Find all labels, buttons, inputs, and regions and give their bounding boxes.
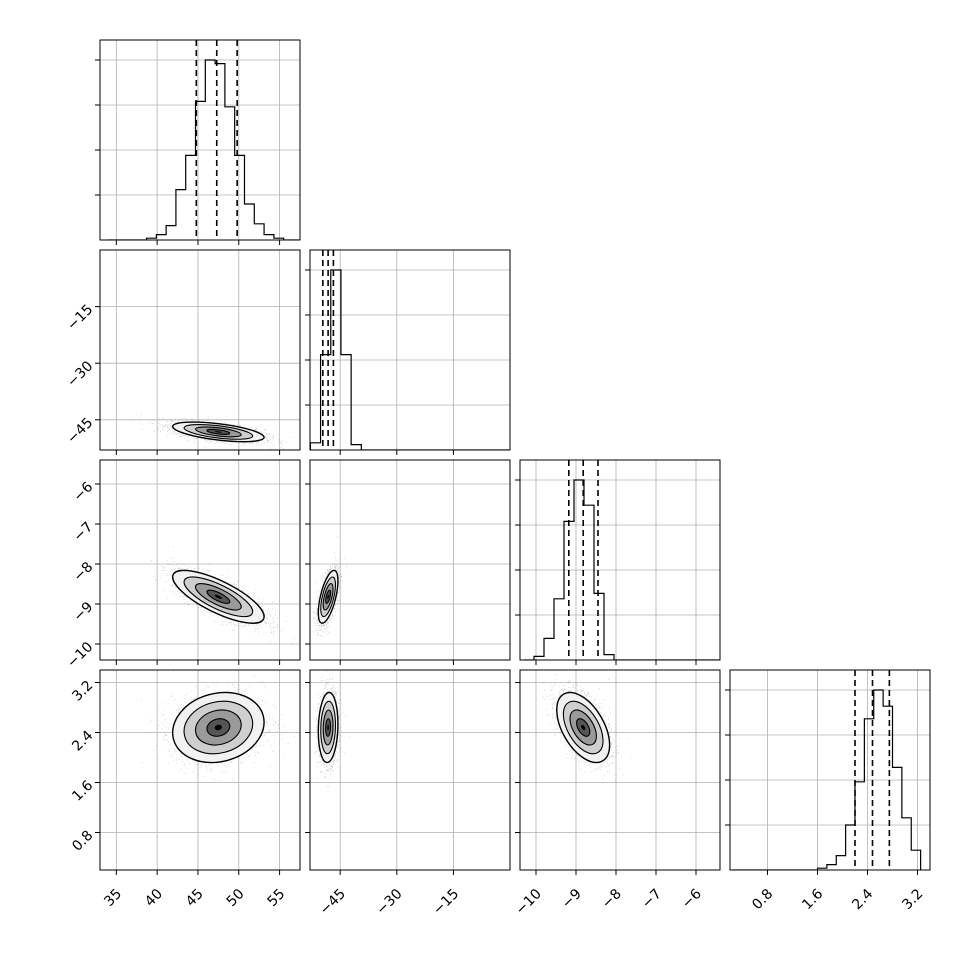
y-tick-label: −30 <box>64 358 96 390</box>
panel-2-1 <box>305 459 511 665</box>
scatter-points <box>141 671 295 784</box>
y-tick-label: −10 <box>64 639 96 671</box>
panel-2-0: −10 −9 −8 −7 −6 <box>64 459 301 671</box>
x-tick-label: 35 <box>101 886 125 910</box>
y-tick-label: 0.8 <box>69 828 96 855</box>
histogram-step <box>524 479 720 660</box>
x-tick-label: −8 <box>599 886 625 912</box>
x-tick-label: 3.2 <box>899 886 926 913</box>
contour-level <box>214 594 223 599</box>
scatter-point-cloud <box>313 670 350 788</box>
panel-frame <box>309 669 511 871</box>
x-tick-label: 1.6 <box>799 886 826 913</box>
x-tick-label: −6 <box>679 886 705 912</box>
histogram-step <box>107 59 300 240</box>
contour-level <box>327 594 329 599</box>
y-tick-label: 3.2 <box>69 678 96 705</box>
panel-2-2 <box>515 459 721 665</box>
panel-frame <box>99 39 301 241</box>
y-tick-label: 2.4 <box>69 727 96 754</box>
y-tick-label: −8 <box>70 559 96 585</box>
x-tick-label: −10 <box>513 886 545 918</box>
x-tick-label: 40 <box>142 886 166 910</box>
panel-3-0: 35 40 45 50 55 0.8 1.6 2.4 3.2 <box>69 669 301 910</box>
scatter-points <box>542 674 632 784</box>
panel-3-2: −10 −9 −8 −7 −6 <box>513 669 721 918</box>
scatter-points <box>132 414 292 450</box>
contour-level <box>581 724 586 731</box>
panel-frame <box>99 669 301 871</box>
x-tick-label: −15 <box>430 886 462 918</box>
y-tick-label: −9 <box>70 599 96 625</box>
histogram-step <box>733 689 922 870</box>
scatter-points <box>312 536 347 638</box>
x-tick-label: 2.4 <box>849 886 876 913</box>
histogram-step <box>310 269 510 450</box>
panel-frame <box>309 249 511 451</box>
panel-3-3: 0.8 1.6 2.4 3.2 <box>725 669 931 913</box>
y-tick-label: 1.6 <box>69 777 96 804</box>
panel-1-1 <box>305 249 511 455</box>
x-tick-label: −7 <box>639 886 665 912</box>
panel-frame <box>309 459 511 661</box>
contour-level <box>327 724 329 731</box>
panel-frame <box>519 459 721 661</box>
x-tick-label: −30 <box>373 886 405 918</box>
scatter-points <box>151 546 295 650</box>
x-tick-label: −45 <box>317 886 349 918</box>
y-tick-label: −7 <box>70 519 96 545</box>
panel-3-1: −45 −30 −15 <box>305 669 511 918</box>
panel-frame <box>99 249 301 451</box>
x-tick-label: 55 <box>265 886 289 910</box>
x-tick-label: −9 <box>559 886 585 912</box>
panel-frame <box>729 669 931 871</box>
y-tick-label: −15 <box>64 302 96 334</box>
x-tick-label: 45 <box>183 886 207 910</box>
panel-1-0: −45 −30 −15 <box>64 249 301 455</box>
y-tick-label: −6 <box>70 479 96 505</box>
panel-frame <box>99 459 301 661</box>
x-tick-label: 50 <box>224 886 248 910</box>
x-tick-label: 0.8 <box>749 886 776 913</box>
contour-level <box>214 431 223 433</box>
y-tick-label: −45 <box>64 415 96 447</box>
panel-frame <box>519 669 721 871</box>
panel-0-0 <box>95 39 301 245</box>
scatter-points <box>313 670 350 788</box>
contour-level <box>214 724 223 731</box>
